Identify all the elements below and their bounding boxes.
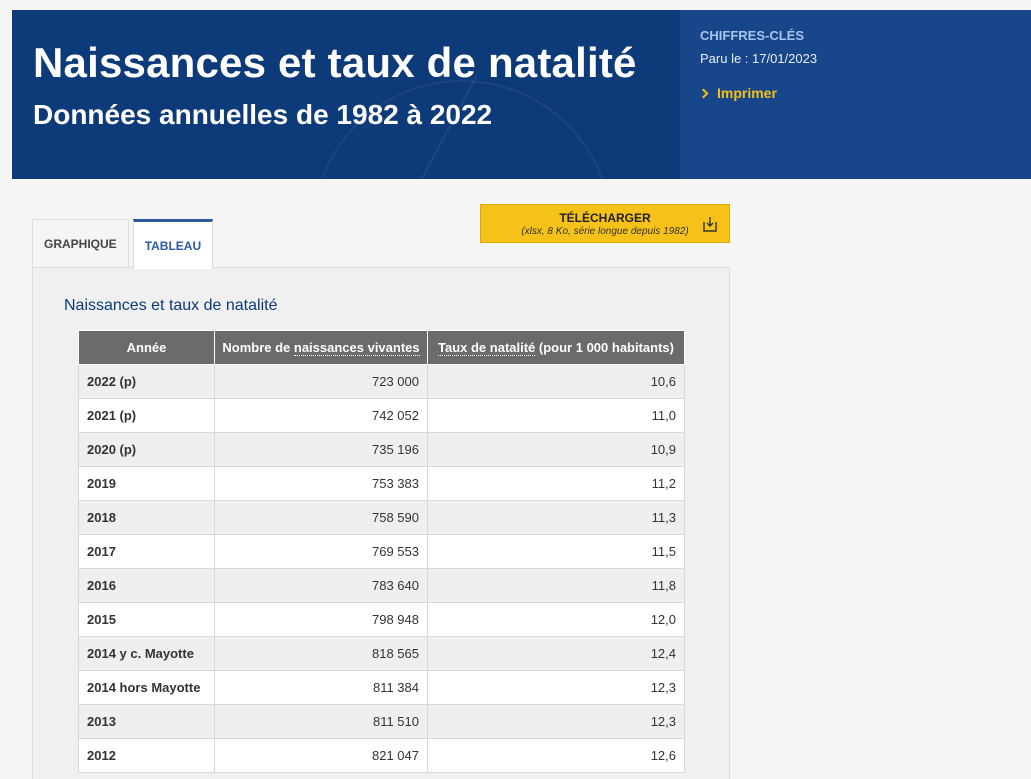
cell-births: 811 510 bbox=[214, 704, 428, 739]
cell-year: 2015 bbox=[78, 602, 215, 637]
cell-year: 2020 (p) bbox=[78, 432, 215, 467]
page-banner: Naissances et taux de natalité Données a… bbox=[12, 10, 1031, 179]
cell-births: 798 948 bbox=[214, 602, 428, 637]
table-row: 2021 (p) 742 052 11,0 bbox=[78, 398, 685, 433]
download-icon bbox=[703, 217, 717, 232]
cell-rate: 12,0 bbox=[427, 602, 685, 637]
tab-tableau[interactable]: TABLEAU bbox=[132, 219, 214, 269]
table-row: 2020 (p) 735 196 10,9 bbox=[78, 432, 685, 467]
cell-year: 2013 bbox=[78, 704, 215, 739]
cell-year: 2016 bbox=[78, 568, 215, 603]
cell-rate: 12,4 bbox=[427, 636, 685, 671]
header-year: Année bbox=[78, 330, 215, 365]
cell-rate: 11,8 bbox=[427, 568, 685, 603]
table-body: 2022 (p) 723 000 10,6 2021 (p) 742 052 11,0 20… bbox=[78, 364, 685, 773]
cell-rate: 12,3 bbox=[427, 704, 685, 739]
chevron-right-icon bbox=[698, 88, 709, 98]
cell-year: 2014 y c. Mayotte bbox=[78, 636, 215, 671]
table-row: 2019 753 383 11,2 bbox=[78, 466, 685, 501]
table-row: 2012 821 047 12,6 bbox=[78, 738, 685, 773]
header-births-prefix: Nombre de bbox=[222, 340, 294, 355]
cell-births: 821 047 bbox=[214, 738, 428, 773]
header-births: Nombre de naissances vivantes bbox=[214, 330, 428, 365]
tab-tableau-label: TABLEAU bbox=[144, 238, 202, 253]
cell-year: 2017 bbox=[78, 534, 215, 569]
cell-rate: 11,2 bbox=[427, 466, 685, 501]
cell-rate: 10,9 bbox=[427, 432, 685, 467]
page-subtitle: Données annuelles de 1982 à 2022 bbox=[33, 99, 493, 130]
cell-births: 811 384 bbox=[214, 670, 428, 705]
cell-rate: 11,5 bbox=[427, 534, 685, 569]
cell-births: 769 553 bbox=[214, 534, 428, 569]
download-button-label: TÉLÉCHARGER bbox=[559, 211, 651, 225]
tab-graphique[interactable]: GRAPHIQUE bbox=[32, 219, 129, 268]
publication-date: Paru le : 17/01/2023 bbox=[700, 51, 818, 66]
header-rate-suffix: (pour 1 000 habitants) bbox=[535, 340, 674, 355]
tab-graphique-label: GRAPHIQUE bbox=[44, 237, 117, 251]
table-header-row: Année Nombre de naissances vivantes Taux… bbox=[78, 330, 685, 365]
download-button-detail: (xlsx, 8 Ko, série longue depuis 1982) bbox=[521, 226, 689, 237]
table-row: 2014 hors Mayotte 811 384 12,3 bbox=[78, 670, 685, 705]
page-title: Naissances et taux de natalité bbox=[33, 39, 637, 86]
category-label: CHIFFRES-CLÉS bbox=[700, 28, 804, 43]
cell-year: 2018 bbox=[78, 500, 215, 535]
cell-year: 2014 hors Mayotte bbox=[78, 670, 215, 705]
cell-births: 758 590 bbox=[214, 500, 428, 535]
header-rate-term-link[interactable]: Taux de natalité bbox=[438, 340, 536, 356]
banner-main: Naissances et taux de natalité Données a… bbox=[12, 10, 680, 179]
cell-year: 2021 (p) bbox=[78, 398, 215, 433]
cell-births: 723 000 bbox=[214, 364, 428, 399]
births-table: Année Nombre de naissances vivantes Taux… bbox=[78, 330, 685, 773]
table-panel: Naissances et taux de natalité Année Nom… bbox=[32, 267, 730, 779]
cell-births: 818 565 bbox=[214, 636, 428, 671]
cell-year: 2019 bbox=[78, 466, 215, 501]
table-title: Naissances et taux de natalité bbox=[64, 297, 278, 314]
cell-rate: 11,0 bbox=[427, 398, 685, 433]
cell-rate: 11,3 bbox=[427, 500, 685, 535]
view-tabs: GRAPHIQUE TABLEAU bbox=[32, 219, 214, 269]
print-link[interactable]: Imprimer bbox=[698, 85, 777, 101]
table-row: 2015 798 948 12,0 bbox=[78, 602, 685, 637]
cell-rate: 12,3 bbox=[427, 670, 685, 705]
table-row: 2022 (p) 723 000 10,6 bbox=[78, 364, 685, 399]
table-row: 2014 y c. Mayotte 818 565 12,4 bbox=[78, 636, 685, 671]
cell-rate: 12,6 bbox=[427, 738, 685, 773]
cell-rate: 10,6 bbox=[427, 364, 685, 399]
cell-year: 2012 bbox=[78, 738, 215, 773]
cell-births: 735 196 bbox=[214, 432, 428, 467]
cell-births: 753 383 bbox=[214, 466, 428, 501]
header-rate: Taux de natalité (pour 1 000 habitants) bbox=[427, 330, 685, 365]
table-row: 2013 811 510 12,3 bbox=[78, 704, 685, 739]
download-button[interactable]: TÉLÉCHARGER (xlsx, 8 Ko, série longue de… bbox=[480, 204, 730, 243]
banner-side-panel: CHIFFRES-CLÉS Paru le : 17/01/2023 Impri… bbox=[680, 10, 1031, 179]
cell-births: 783 640 bbox=[214, 568, 428, 603]
print-link-label: Imprimer bbox=[717, 85, 777, 101]
table-row: 2017 769 553 11,5 bbox=[78, 534, 685, 569]
cell-births: 742 052 bbox=[214, 398, 428, 433]
table-row: 2018 758 590 11,3 bbox=[78, 500, 685, 535]
cell-year: 2022 (p) bbox=[78, 364, 215, 399]
header-births-term-link[interactable]: naissances vivantes bbox=[293, 340, 420, 356]
table-row: 2016 783 640 11,8 bbox=[78, 568, 685, 603]
